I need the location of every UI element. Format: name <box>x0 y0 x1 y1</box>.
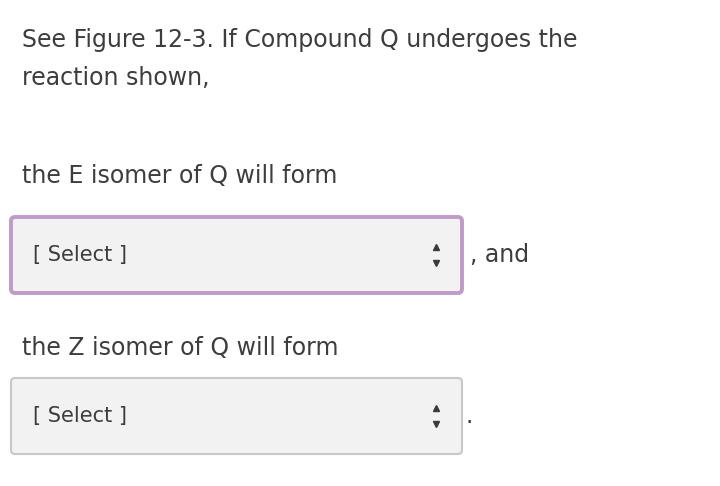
Text: , and: , and <box>470 243 529 267</box>
Text: the E isomer of Q will form: the E isomer of Q will form <box>22 164 338 188</box>
Text: [ Select ]: [ Select ] <box>33 406 127 426</box>
FancyBboxPatch shape <box>11 378 462 454</box>
Text: See Figure 12-3. If Compound Q undergoes the: See Figure 12-3. If Compound Q undergoes… <box>22 28 577 52</box>
Text: [ Select ]: [ Select ] <box>33 245 127 265</box>
Text: reaction shown,: reaction shown, <box>22 66 210 90</box>
Text: .: . <box>466 404 473 428</box>
FancyBboxPatch shape <box>11 217 462 293</box>
Text: the Z isomer of Q will form: the Z isomer of Q will form <box>22 336 338 360</box>
